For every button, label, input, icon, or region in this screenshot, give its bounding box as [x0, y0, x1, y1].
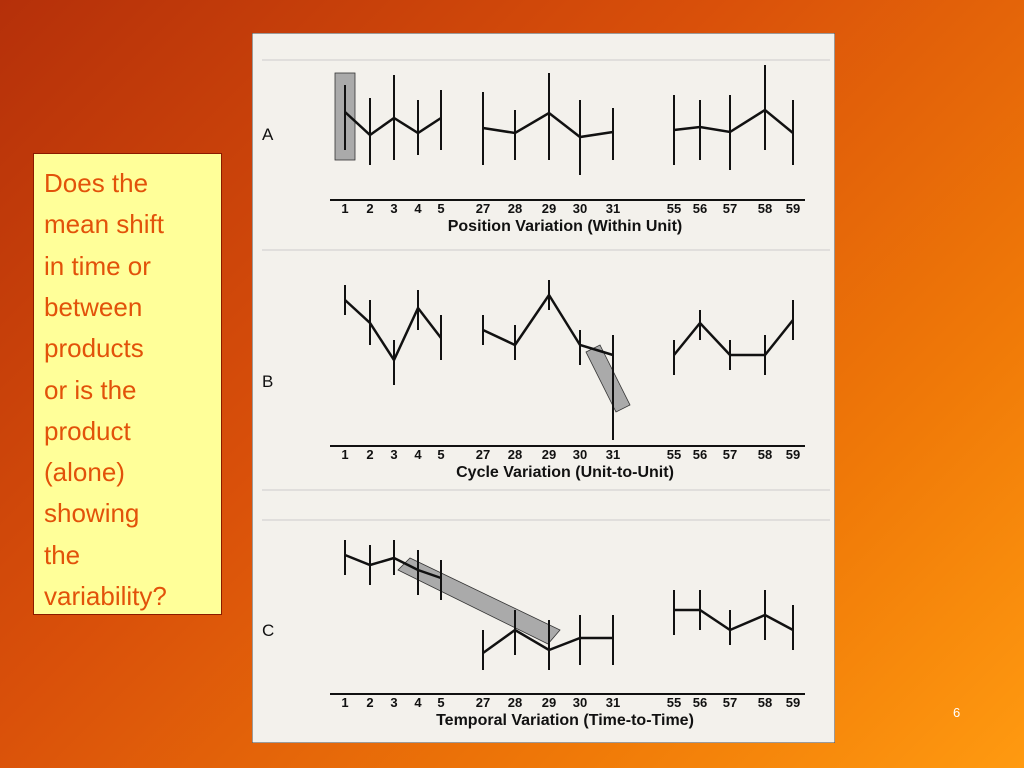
category-label: 1 — [341, 695, 348, 710]
category-label: 29 — [542, 447, 556, 462]
question-line: showing — [44, 498, 140, 529]
category-label: 28 — [508, 447, 522, 462]
question-line: mean shift — [44, 209, 164, 240]
category-label: 1 — [341, 447, 348, 462]
category-label: 57 — [723, 447, 737, 462]
question-box: Does the mean shift in time or between produ… — [33, 153, 222, 615]
question-line: product — [44, 415, 131, 446]
category-label: 56 — [693, 447, 707, 462]
category-label: 59 — [786, 695, 800, 710]
question-line: in time or — [44, 250, 151, 281]
category-label: 55 — [667, 695, 681, 710]
question-line: products — [44, 333, 144, 364]
range-bars — [344, 65, 794, 670]
category-label: 55 — [667, 201, 681, 216]
question-line: (alone) — [44, 457, 125, 488]
category-label: 27 — [476, 695, 490, 710]
category-label: 59 — [786, 201, 800, 216]
category-label: 4 — [414, 201, 422, 216]
category-label: 5 — [437, 695, 444, 710]
category-label: 28 — [508, 695, 522, 710]
category-label: 31 — [606, 201, 620, 216]
category-label: 3 — [390, 447, 397, 462]
question-line: Does the — [44, 168, 149, 198]
category-label: 55 — [667, 447, 681, 462]
category-label: 57 — [723, 201, 737, 216]
category-label: 31 — [606, 447, 620, 462]
category-label: 2 — [366, 447, 373, 462]
category-label: 58 — [758, 695, 772, 710]
category-label: 56 — [693, 695, 707, 710]
category-label: 58 — [758, 447, 772, 462]
category-label: 3 — [390, 201, 397, 216]
category-label: 2 — [366, 695, 373, 710]
axes — [330, 199, 805, 695]
category-label: 57 — [723, 695, 737, 710]
category-label: 30 — [573, 447, 587, 462]
question-line: variability? — [44, 581, 167, 611]
category-label: 31 — [606, 695, 620, 710]
category-label: 1 — [341, 201, 348, 216]
category-label: 3 — [390, 695, 397, 710]
panel-title: Temporal Variation (Time-to-Time) — [436, 712, 694, 729]
category-label: 30 — [573, 201, 587, 216]
question-line: or is the — [44, 374, 137, 405]
category-label: 29 — [542, 695, 556, 710]
panel-label: C — [262, 621, 274, 640]
category-label: 27 — [476, 201, 490, 216]
scan-texture — [262, 59, 830, 521]
category-label: 27 — [476, 447, 490, 462]
question-line: the — [44, 539, 81, 570]
category-label: 30 — [573, 695, 587, 710]
category-label: 5 — [437, 447, 444, 462]
category-label: 59 — [786, 447, 800, 462]
panel-label: A — [262, 125, 274, 144]
category-label: 29 — [542, 201, 556, 216]
category-label: 58 — [758, 201, 772, 216]
category-label: 4 — [414, 695, 422, 710]
category-label: 4 — [414, 447, 422, 462]
page-number: 6 — [953, 705, 961, 720]
category-label: 2 — [366, 201, 373, 216]
category-label: 56 — [693, 201, 707, 216]
panel-label: B — [262, 372, 273, 391]
category-label: 28 — [508, 201, 522, 216]
panel-title: Position Variation (Within Unit) — [448, 218, 683, 235]
question-line: between — [44, 291, 143, 322]
panel-title: Cycle Variation (Unit-to-Unit) — [456, 464, 674, 481]
category-label: 5 — [437, 201, 444, 216]
